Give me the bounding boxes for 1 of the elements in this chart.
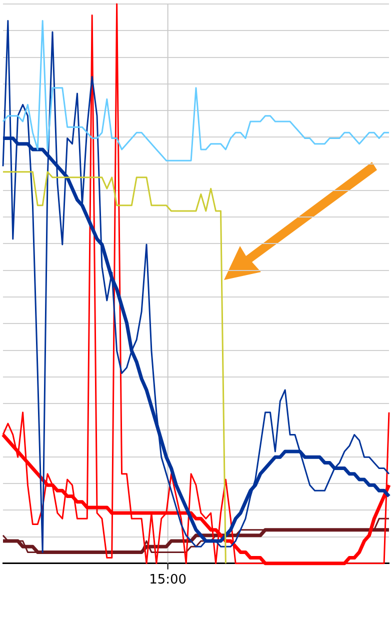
text: 15:00: [149, 572, 187, 588]
